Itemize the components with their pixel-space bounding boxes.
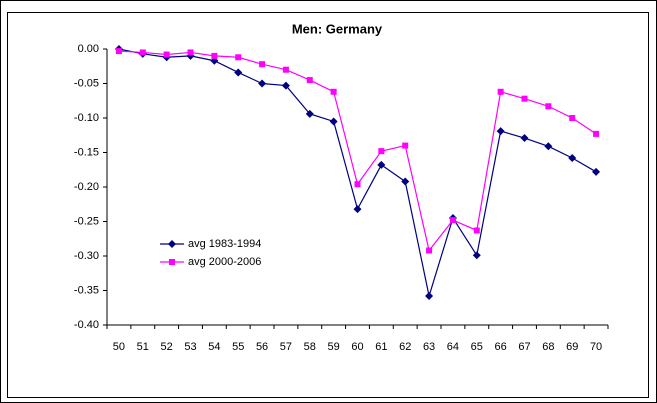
x-tick-label: 68	[542, 341, 554, 353]
x-tick-label: 69	[566, 341, 578, 353]
marker	[425, 292, 434, 301]
y-tick-label: -0.35	[74, 284, 99, 296]
marker	[353, 205, 362, 214]
marker	[281, 81, 290, 90]
marker	[235, 54, 242, 61]
marker	[329, 117, 338, 126]
marker	[473, 227, 480, 234]
x-tick-label: 62	[399, 341, 411, 353]
marker	[115, 48, 122, 55]
x-tick-label: 52	[161, 341, 173, 353]
y-tick-label: -0.10	[74, 112, 99, 124]
marker	[169, 259, 175, 265]
marker	[402, 142, 409, 149]
x-tick-label: 63	[423, 341, 435, 353]
marker	[282, 66, 289, 73]
marker	[168, 240, 176, 248]
marker	[354, 181, 361, 188]
x-tick-label: 56	[256, 341, 268, 353]
x-tick-label: 51	[137, 341, 149, 353]
marker	[496, 127, 505, 136]
x-tick-label: 61	[375, 341, 387, 353]
marker	[259, 61, 266, 68]
y-tick-label: -0.05	[74, 77, 99, 89]
marker	[521, 95, 528, 102]
x-tick-label: 54	[208, 341, 220, 353]
marker	[330, 88, 337, 95]
marker	[472, 251, 481, 260]
legend-label: avg 2000-2006	[188, 256, 261, 268]
marker	[401, 177, 410, 186]
marker	[544, 142, 553, 151]
marker	[187, 49, 194, 56]
marker	[449, 217, 456, 224]
marker	[378, 148, 385, 155]
marker	[497, 88, 504, 95]
y-tick-label: -0.40	[74, 319, 99, 331]
marker	[211, 52, 218, 59]
x-tick-label: 65	[471, 341, 483, 353]
chart-title: Men: Germany	[292, 21, 383, 36]
x-tick-label: 67	[518, 341, 530, 353]
marker	[258, 79, 267, 88]
marker	[163, 51, 170, 58]
x-tick-label: 59	[328, 341, 340, 353]
x-tick-label: 64	[447, 341, 459, 353]
x-tick-label: 58	[304, 341, 316, 353]
marker	[234, 68, 243, 77]
marker	[305, 109, 314, 118]
marker	[306, 77, 313, 84]
marker	[592, 167, 601, 176]
y-tick-label: -0.15	[74, 146, 99, 158]
marker	[568, 154, 577, 163]
marker	[377, 160, 386, 169]
y-tick-label: -0.30	[74, 250, 99, 262]
marker	[520, 134, 529, 143]
y-tick-label: -0.25	[74, 215, 99, 227]
legend-label: avg 1983-1994	[188, 238, 261, 250]
x-tick-label: 70	[590, 341, 602, 353]
x-tick-label: 60	[351, 341, 363, 353]
marker	[545, 103, 552, 110]
marker	[593, 130, 600, 137]
x-tick-label: 66	[495, 341, 507, 353]
y-tick-label: 0.00	[78, 43, 99, 55]
x-tick-label: 53	[184, 341, 196, 353]
marker	[139, 49, 146, 56]
x-tick-label: 50	[113, 341, 125, 353]
x-tick-label: 55	[232, 341, 244, 353]
x-tick-label: 57	[280, 341, 292, 353]
chart-frame	[7, 12, 649, 398]
y-tick-label: -0.20	[74, 181, 99, 193]
marker	[569, 115, 576, 121]
marker	[426, 247, 433, 254]
